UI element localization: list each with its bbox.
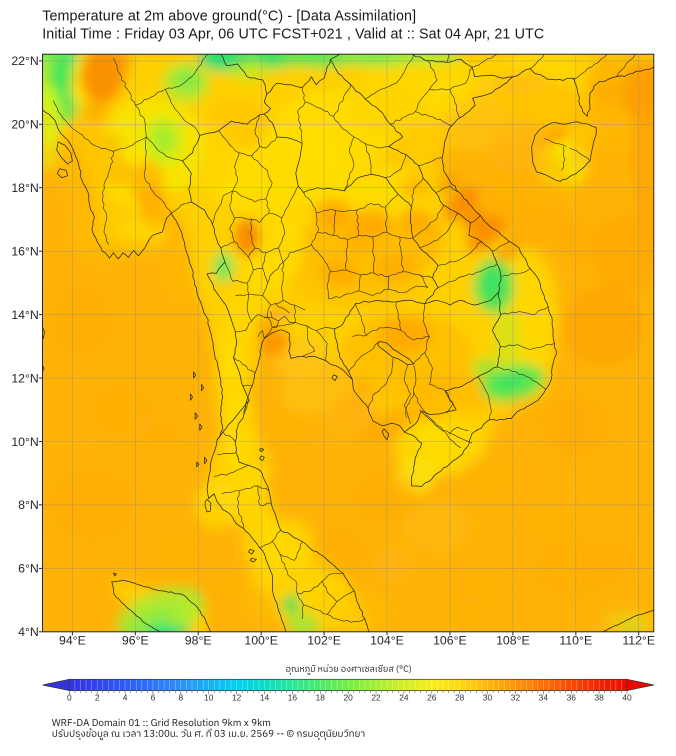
svg-text:12°N: 12°N [11, 371, 38, 385]
svg-text:26: 26 [427, 692, 437, 702]
svg-text:30: 30 [483, 692, 493, 702]
svg-text:Temperature at 2m above ground: Temperature at 2m above ground(°C) - [Da… [42, 9, 416, 25]
svg-text:94°E: 94°E [59, 634, 86, 648]
svg-text:98°E: 98°E [185, 634, 212, 648]
svg-text:14: 14 [260, 692, 270, 702]
svg-text:Initial Time : Friday 03 Apr,: Initial Time : Friday 03 Apr, 06 UTC FCS… [42, 26, 544, 42]
svg-text:108°E: 108°E [496, 634, 530, 648]
svg-text:20: 20 [343, 692, 353, 702]
svg-text:4: 4 [123, 692, 128, 702]
svg-text:96°E: 96°E [122, 634, 149, 648]
svg-text:40: 40 [622, 692, 632, 702]
svg-text:24: 24 [399, 692, 409, 702]
svg-text:110°E: 110°E [559, 634, 592, 648]
svg-text:4°N: 4°N [18, 625, 39, 639]
svg-text:32: 32 [511, 692, 521, 702]
svg-text:18°N: 18°N [11, 181, 38, 195]
svg-text:16°N: 16°N [11, 245, 38, 259]
svg-text:10: 10 [204, 692, 214, 702]
svg-text:16: 16 [288, 692, 298, 702]
svg-text:36: 36 [567, 692, 577, 702]
svg-text:8°N: 8°N [18, 498, 39, 512]
svg-text:20°N: 20°N [11, 118, 38, 132]
svg-text:14°N: 14°N [11, 308, 38, 322]
svg-text:104°E: 104°E [370, 634, 404, 648]
svg-text:0: 0 [67, 692, 72, 702]
svg-text:38: 38 [594, 692, 604, 702]
svg-text:106°E: 106°E [433, 634, 467, 648]
svg-text:6°N: 6°N [18, 562, 39, 576]
svg-text:22: 22 [371, 692, 381, 702]
svg-text:34: 34 [539, 692, 549, 702]
svg-text:28: 28 [455, 692, 465, 702]
svg-text:100°E: 100°E [244, 634, 278, 648]
svg-text:12: 12 [232, 692, 242, 702]
svg-text:112°E: 112°E [622, 634, 655, 648]
svg-text:102°E: 102°E [307, 634, 341, 648]
svg-text:2: 2 [95, 692, 100, 702]
svg-text:8: 8 [179, 692, 184, 702]
svg-text:6: 6 [151, 692, 156, 702]
svg-text:18: 18 [316, 692, 326, 702]
svg-text:10°N: 10°N [11, 435, 38, 449]
svg-text:22°N: 22°N [11, 54, 38, 68]
